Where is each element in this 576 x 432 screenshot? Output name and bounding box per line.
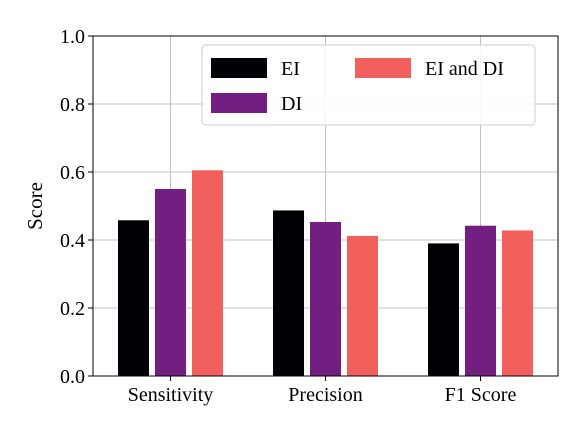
y-tick-label: 0.2	[60, 298, 85, 320]
bar	[465, 225, 496, 376]
bar	[192, 170, 223, 376]
bar	[502, 230, 533, 376]
bar	[155, 189, 186, 376]
legend: EI DI EI and DI	[201, 44, 536, 126]
bar	[273, 210, 304, 376]
y-axis: 0.0 0.2 0.4 0.6 0.8 1.0	[60, 26, 93, 388]
y-tick-label: 1.0	[60, 26, 85, 48]
bar	[310, 221, 341, 376]
y-tick-label: 0.4	[60, 230, 85, 252]
x-tick-label: Precision	[288, 384, 362, 406]
x-tick-label: Sensitivity	[128, 384, 214, 406]
bar	[118, 220, 149, 376]
legend-swatch	[355, 58, 411, 78]
y-tick-label: 0.0	[60, 366, 85, 388]
legend-swatch	[211, 93, 267, 113]
y-tick-label: 0.6	[60, 162, 85, 184]
bar	[428, 243, 459, 376]
legend-label: DI	[281, 93, 302, 115]
y-axis-label: Score	[23, 182, 47, 230]
x-axis: Sensitivity Precision F1 Score	[128, 376, 517, 406]
legend-label: EI	[281, 58, 300, 80]
y-tick-label: 0.8	[60, 94, 85, 116]
legend-label: EI and DI	[425, 58, 504, 80]
legend-frame	[201, 44, 536, 126]
x-tick-label: F1 Score	[445, 384, 517, 406]
bar	[347, 235, 378, 376]
bars	[118, 170, 533, 376]
legend-swatch	[211, 58, 267, 78]
